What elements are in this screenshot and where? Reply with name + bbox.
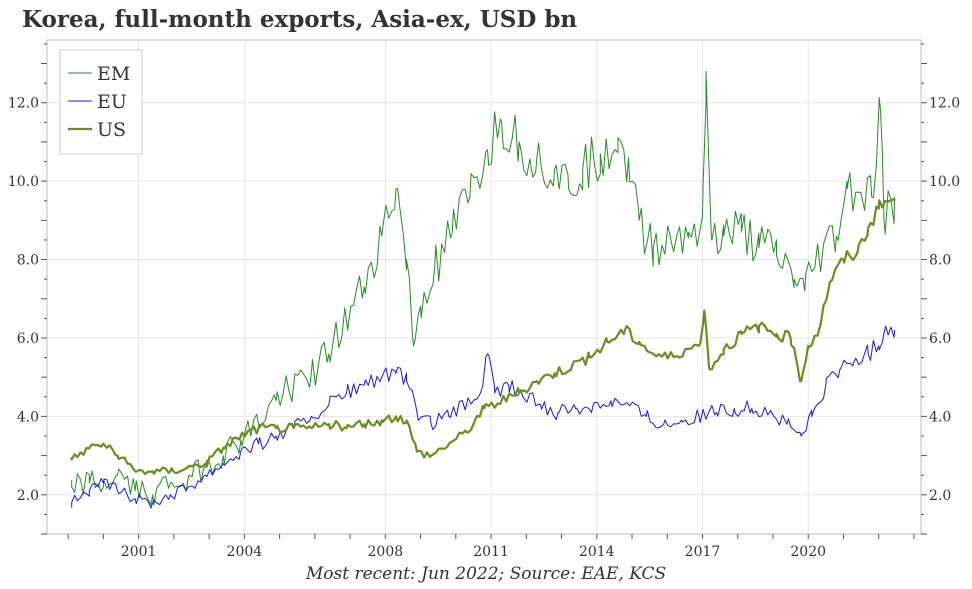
series-lines — [70, 70, 896, 509]
series-line-us — [70, 197, 896, 476]
x-tick-label: 2008 — [368, 544, 404, 560]
y-tick-label-right: 4.0 — [929, 409, 951, 425]
gridlines — [47, 40, 921, 534]
legend-label-eu: EU — [97, 91, 127, 113]
y-tick-label-right: 12.0 — [929, 96, 960, 112]
x-tick-label: 2017 — [685, 544, 721, 560]
x-tick-label: 2004 — [227, 544, 263, 560]
y-tick-label-right: 6.0 — [929, 331, 951, 347]
y-tick-label-right: 2.0 — [929, 488, 951, 504]
y-tick-label-right: 8.0 — [929, 253, 951, 269]
y-tick-label-left: 10.0 — [8, 174, 39, 190]
y-tick-label-left: 6.0 — [17, 331, 39, 347]
legend-label-us: US — [97, 119, 126, 141]
chart-title: Korea, full-month exports, Asia-ex, USD … — [22, 6, 578, 33]
legend-label-em: EM — [97, 63, 130, 85]
legend: EM EU US — [59, 49, 143, 155]
y-tick-label-left: 4.0 — [17, 409, 39, 425]
x-tick-label: 2020 — [790, 544, 826, 560]
axes: 2.0 2.0 4.0 4.0 6.0 6.0 8.0 8.0 10.0 10.0 12.0 12.0… — [8, 43, 960, 560]
source-caption: Most recent: Jun 2022; Source: EAE, KCS — [305, 564, 667, 584]
x-tick-label: 2014 — [579, 544, 615, 560]
x-tick-label: 2011 — [473, 544, 509, 560]
y-tick-label-left: 12.0 — [8, 96, 39, 112]
legend-box — [59, 49, 143, 155]
x-tick-label: 2001 — [121, 544, 157, 560]
series-line-eu — [71, 325, 896, 509]
series-line-em — [71, 70, 896, 506]
y-tick-label-left: 2.0 — [17, 488, 39, 504]
y-tick-label-left: 8.0 — [17, 253, 39, 269]
plot-area — [46, 39, 922, 535]
y-tick-label-right: 10.0 — [929, 174, 960, 190]
